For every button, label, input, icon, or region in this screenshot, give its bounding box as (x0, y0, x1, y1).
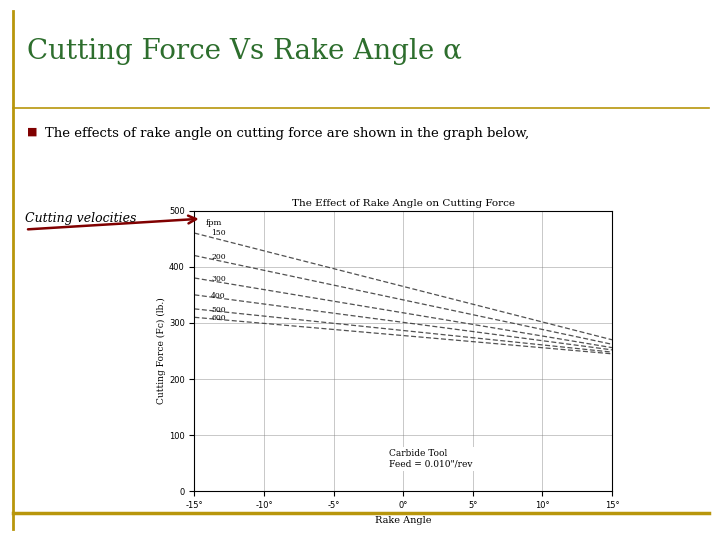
Text: 400: 400 (211, 292, 226, 300)
Text: Cutting Force Vs Rake Angle α: Cutting Force Vs Rake Angle α (27, 38, 462, 65)
Title: The Effect of Rake Angle on Cutting Force: The Effect of Rake Angle on Cutting Forc… (292, 199, 515, 208)
Text: 600: 600 (211, 314, 226, 322)
Y-axis label: Cutting Force (Fᴄ) (lb.): Cutting Force (Fᴄ) (lb.) (157, 298, 166, 404)
Text: fpm: fpm (205, 219, 222, 227)
Text: The effects of rake angle on cutting force are shown in the graph below,: The effects of rake angle on cutting for… (45, 127, 528, 140)
Text: 150: 150 (211, 229, 226, 237)
Text: Cutting velocities: Cutting velocities (25, 212, 137, 225)
X-axis label: Rake Angle: Rake Angle (375, 516, 431, 525)
Text: 200: 200 (211, 253, 226, 261)
Text: ■: ■ (27, 127, 38, 137)
Text: 300: 300 (211, 275, 226, 283)
Text: Carbide Tool
Feed = 0.010"/rev: Carbide Tool Feed = 0.010"/rev (390, 449, 473, 469)
Text: 500: 500 (211, 306, 226, 314)
